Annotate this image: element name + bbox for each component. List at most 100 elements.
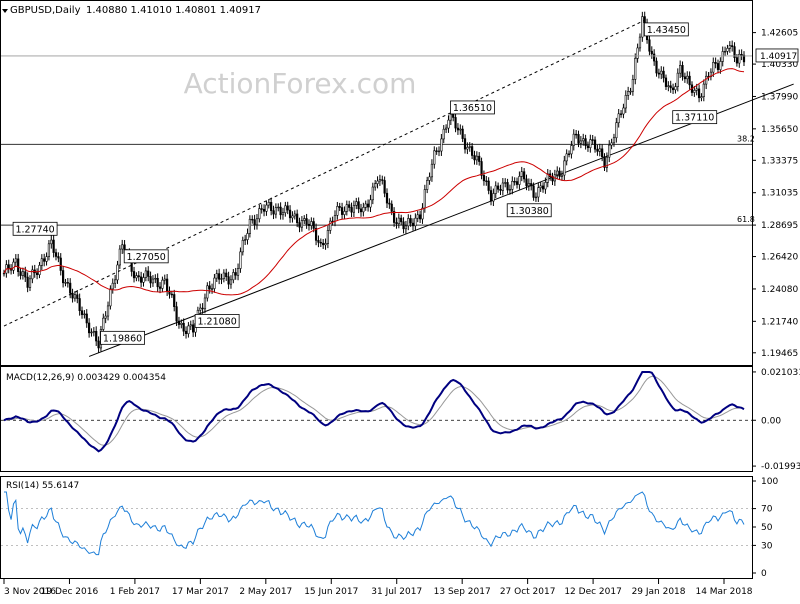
candle-body bbox=[267, 202, 270, 206]
candle-body bbox=[312, 221, 315, 229]
candle-body bbox=[73, 294, 77, 299]
candle-body bbox=[85, 313, 88, 324]
candle-body bbox=[681, 65, 684, 78]
candle-body bbox=[591, 139, 594, 141]
candle-body bbox=[589, 139, 592, 149]
annotation-label: 1.27740 bbox=[15, 224, 54, 235]
candle-body bbox=[95, 330, 98, 342]
candle-body bbox=[210, 288, 214, 290]
price-panel-frame bbox=[0, 0, 753, 366]
annotation-box bbox=[672, 110, 718, 125]
candle-body bbox=[52, 239, 55, 253]
candle-body bbox=[537, 187, 540, 198]
candle-body bbox=[518, 176, 521, 185]
candle-body bbox=[215, 273, 218, 279]
candle-body bbox=[582, 138, 585, 142]
candle-body bbox=[258, 208, 261, 220]
candle-body bbox=[461, 128, 464, 139]
candle-body bbox=[567, 153, 571, 155]
candle-body bbox=[246, 233, 249, 240]
candle-body bbox=[705, 75, 708, 85]
current-price-label: 1.40917 bbox=[760, 52, 797, 62]
candle-body bbox=[293, 213, 296, 217]
candle-body bbox=[487, 180, 490, 191]
candle-body bbox=[184, 330, 188, 335]
candle-body bbox=[702, 83, 705, 97]
candle-body bbox=[236, 268, 240, 276]
candle-body bbox=[556, 170, 559, 176]
candle-body bbox=[288, 209, 292, 219]
candle-body bbox=[615, 122, 618, 139]
candle-body bbox=[340, 207, 344, 215]
price-tick-label: 1.40330 bbox=[761, 60, 798, 70]
rsi-tick-label: 30 bbox=[761, 541, 773, 551]
annotation-box bbox=[194, 314, 240, 328]
rsi-tick-label: 100 bbox=[761, 477, 778, 487]
candle-body bbox=[445, 127, 448, 130]
candle-body bbox=[733, 46, 736, 58]
candle-body bbox=[135, 275, 138, 279]
symbol-label: GBPUSD,Daily bbox=[10, 5, 81, 16]
candle-body bbox=[241, 239, 244, 253]
candle-body bbox=[530, 183, 533, 187]
candle-body bbox=[428, 176, 431, 181]
price-tick-label: 1.26420 bbox=[761, 253, 798, 263]
candle-body bbox=[201, 307, 204, 310]
candle-body bbox=[478, 155, 481, 162]
candle-body bbox=[26, 276, 29, 288]
x-tick-label: 12 Dec 2017 bbox=[564, 587, 622, 597]
candle-body bbox=[104, 315, 107, 319]
candle-body bbox=[404, 225, 408, 230]
candle-body bbox=[411, 222, 415, 227]
candle-body bbox=[225, 272, 228, 278]
candle-body bbox=[244, 239, 247, 241]
candle-body bbox=[534, 196, 538, 199]
candle-body bbox=[513, 180, 516, 183]
candle-body bbox=[137, 275, 140, 278]
candle-body bbox=[447, 119, 450, 129]
candle-body bbox=[7, 264, 10, 269]
candle-body bbox=[634, 58, 637, 80]
macd-title: MACD(12,26,9) 0.003429 0.004354 bbox=[6, 373, 166, 383]
candle-body bbox=[300, 220, 303, 228]
candle-body bbox=[492, 193, 495, 202]
candle-body bbox=[532, 185, 535, 198]
candle-body bbox=[281, 212, 285, 216]
candle-body bbox=[326, 230, 329, 244]
candle-body bbox=[374, 183, 377, 188]
candle-body bbox=[414, 217, 417, 227]
candle-body bbox=[593, 139, 597, 150]
candle-body bbox=[688, 75, 691, 86]
candle-body bbox=[558, 170, 561, 177]
candle-body bbox=[109, 288, 112, 307]
candle-body bbox=[697, 88, 701, 99]
price-tick-label: 1.28695 bbox=[761, 221, 798, 231]
price-tick-label: 1.42605 bbox=[761, 29, 798, 39]
candle-body bbox=[97, 340, 100, 349]
annotation-label: 1.27050 bbox=[127, 252, 166, 263]
candle-body bbox=[14, 258, 17, 263]
candle-body bbox=[700, 96, 703, 99]
candle-body bbox=[527, 183, 530, 187]
fib-level-label: 38.2 bbox=[737, 134, 755, 143]
macd-panel-frame bbox=[0, 366, 753, 472]
candle-body bbox=[563, 160, 566, 176]
candle-body bbox=[140, 276, 143, 283]
candle-body bbox=[116, 264, 119, 281]
candle-body bbox=[345, 204, 348, 212]
candle-body bbox=[653, 53, 656, 62]
candle-body bbox=[459, 128, 462, 131]
candle-body bbox=[348, 204, 351, 208]
candle-body bbox=[622, 107, 625, 115]
candle-body bbox=[170, 293, 173, 296]
candle-body bbox=[442, 128, 445, 140]
macd-tick-label: 0.00 bbox=[761, 416, 781, 426]
candle-body bbox=[603, 156, 606, 168]
candle-body bbox=[270, 202, 273, 211]
candle-body bbox=[168, 290, 171, 295]
candle-body bbox=[149, 276, 152, 284]
candle-body bbox=[397, 217, 400, 225]
candle-body bbox=[650, 50, 653, 55]
candle-body bbox=[421, 207, 424, 220]
